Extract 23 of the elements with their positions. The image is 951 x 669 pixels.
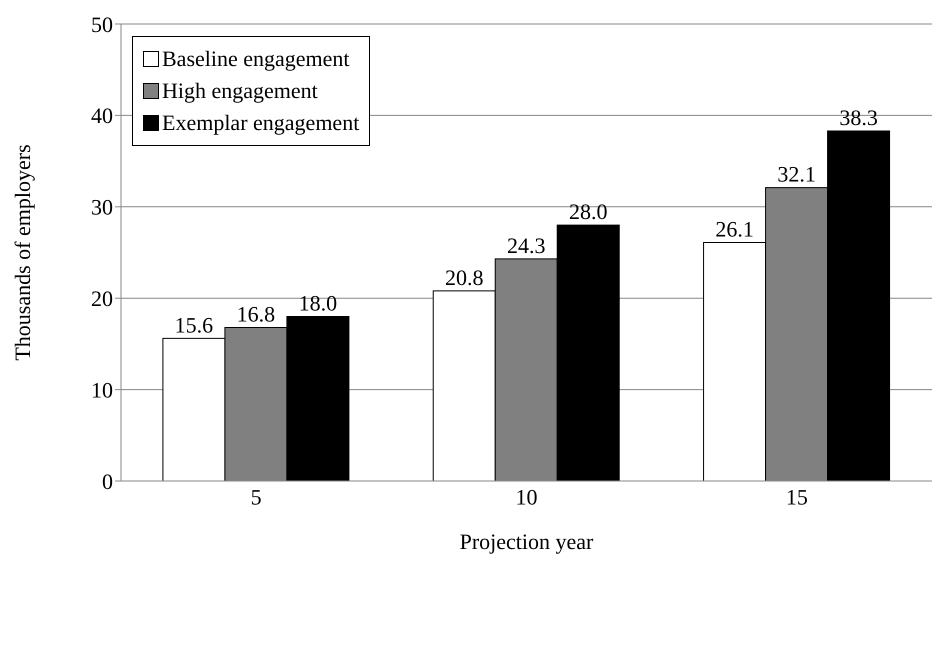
x-tick-label: 5: [250, 484, 262, 510]
y-axis-title: Thousands of employers: [10, 144, 35, 361]
y-tick-label: 30: [91, 194, 113, 220]
y-tick-label: 20: [91, 286, 113, 312]
data-label: 38.3: [839, 104, 878, 130]
data-label: 16.8: [236, 301, 276, 326]
data-label: 18.0: [298, 290, 338, 316]
y-tick-label: 50: [91, 12, 113, 37]
y-tick-label: 0: [102, 468, 113, 494]
y-tick-label: 10: [91, 377, 113, 402]
legend-label: Exemplar engagement: [162, 110, 360, 136]
data-label: 24.3: [506, 232, 546, 258]
legend-label: Baseline engagement: [162, 46, 350, 72]
y-tick-label: 40: [91, 103, 113, 128]
data-label: 15.6: [174, 312, 214, 338]
x-tick-label: 10: [516, 484, 538, 510]
data-label: 26.1: [715, 216, 754, 242]
x-tick-label: 15: [786, 484, 808, 510]
legend-label: High engagement: [162, 78, 318, 104]
data-label: 32.1: [777, 162, 816, 187]
data-label: 28.0: [568, 199, 608, 224]
x-axis-title: Projection year: [460, 529, 594, 554]
data-label: 20.8: [444, 264, 484, 290]
